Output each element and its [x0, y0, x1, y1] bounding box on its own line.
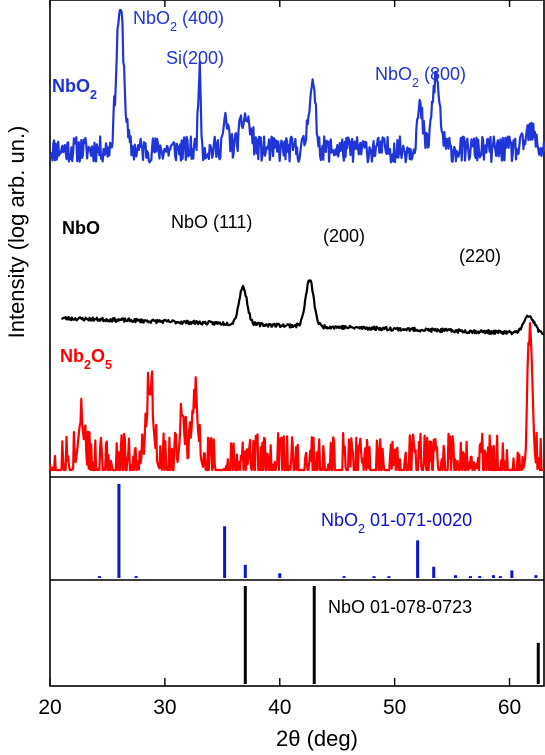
x-axis-label: 2θ (deg): [276, 726, 358, 751]
xrd-traces: [48, 8, 545, 472]
x-tick-label-60: 60: [498, 696, 521, 719]
x-tick-label-50: 50: [383, 696, 406, 719]
x-tick-label-30: 30: [153, 696, 176, 719]
series-label-nb2o5: Nb2O5: [60, 346, 112, 372]
annotation-nbo-111: NbO (111): [171, 212, 252, 232]
annotation-nbo2-400: NbO2 (400): [133, 8, 224, 34]
reference-label-nbo2: NbO2 01-071-0020: [321, 510, 472, 536]
y-axis-label: Intensity (log arb. un.): [4, 126, 29, 339]
x-tick-label-40: 40: [268, 696, 291, 719]
reference-label-nbo: NbO 01-078-0723: [328, 597, 472, 617]
annotation-nbo-200: (200): [323, 226, 365, 246]
annotation-si-200: Si(200): [166, 48, 224, 68]
plot-frame: [49, 0, 545, 687]
series-label-nbo: NbO: [62, 218, 100, 238]
reference-patterns: [97, 483, 540, 684]
xrd-line-nbo2: [49, 8, 545, 164]
annotation-nbo-220: (220): [459, 246, 501, 266]
series-label-nbo2: NbO2: [52, 76, 97, 102]
xrd-line-nbo: [60, 279, 545, 336]
x-tick-label-20: 20: [38, 696, 61, 719]
xrd-line-nb2o5: [48, 322, 545, 472]
x-axis-ticks: 20 30 40 50 60: [38, 0, 521, 719]
annotation-nbo2-800: NbO2 (800): [375, 64, 466, 90]
